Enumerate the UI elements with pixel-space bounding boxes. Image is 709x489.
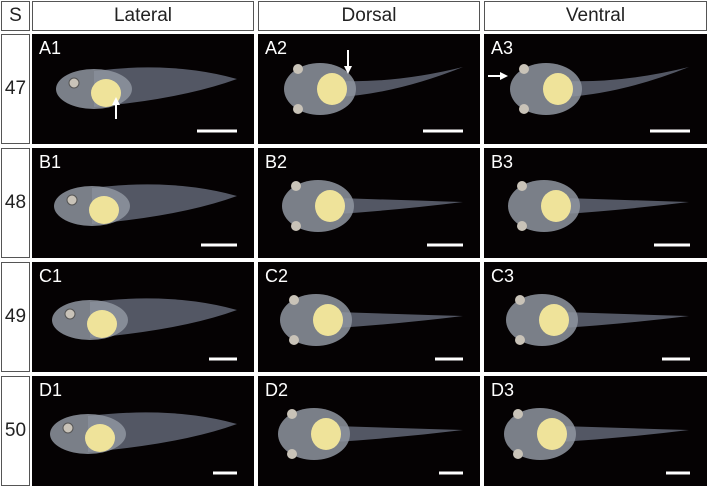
yolk [317, 73, 347, 105]
tadpole-image [488, 63, 690, 133]
tadpole-image [50, 412, 237, 475]
stage-label: 50 [1, 376, 30, 486]
corner-header: S [1, 1, 30, 31]
yolk [91, 79, 121, 107]
eye [68, 77, 80, 89]
eye [293, 104, 303, 114]
eye [62, 422, 74, 434]
tadpole-image [54, 184, 237, 247]
panel-label: A1 [39, 38, 62, 58]
tail [338, 198, 463, 214]
image-panel: B1 [32, 148, 254, 258]
panel-label: D2 [265, 380, 289, 400]
yolk [315, 190, 345, 222]
panel-label: B2 [265, 152, 288, 172]
stage-label: 48 [1, 148, 30, 258]
tail [92, 184, 237, 224]
arrow-head [344, 66, 352, 74]
eye [287, 449, 297, 459]
arrow-head [112, 97, 120, 105]
eye [517, 221, 527, 231]
image-panel: B2 [258, 148, 480, 258]
eye [287, 409, 297, 419]
tail [564, 198, 689, 214]
yolk [541, 190, 571, 222]
panel-label: D3 [491, 380, 515, 400]
tail [94, 67, 237, 107]
tadpole-image [504, 408, 690, 475]
image-panel: C1 [32, 262, 254, 372]
column-header: Ventral [484, 1, 707, 31]
image-panel: C2 [258, 262, 480, 372]
eye [519, 64, 529, 74]
panel-label: D1 [39, 380, 63, 400]
yolk [313, 304, 343, 336]
yolk [89, 196, 119, 224]
tail [560, 426, 689, 442]
image-panel: D1 [32, 376, 254, 486]
image-panel: A2 [258, 34, 480, 144]
yolk [543, 73, 573, 105]
tadpole-image [284, 50, 463, 133]
eye [66, 194, 78, 206]
stage-label: 49 [1, 262, 30, 372]
yolk [85, 424, 115, 452]
panel-label: B3 [491, 152, 514, 172]
stage-label: 47 [1, 34, 30, 144]
yolk [87, 310, 117, 338]
yolk [539, 304, 569, 336]
image-panel: A1 [32, 34, 254, 144]
image-panel: D2 [258, 376, 480, 486]
tail [340, 67, 463, 97]
eye [515, 335, 525, 345]
panel-label: B1 [39, 152, 62, 172]
tail [566, 67, 689, 97]
tadpole-image [280, 294, 463, 361]
tadpole-image [56, 67, 237, 133]
eye [293, 64, 303, 74]
tadpole-image [506, 294, 690, 361]
eye [517, 181, 527, 191]
eye [515, 295, 525, 305]
panel-label: C1 [39, 266, 63, 286]
yolk [311, 418, 341, 450]
eye [289, 295, 299, 305]
eye [519, 104, 529, 114]
tail [336, 312, 463, 328]
panel-label: C3 [491, 266, 515, 286]
tail [562, 312, 689, 328]
tail [334, 426, 463, 442]
arrow-head [500, 72, 508, 80]
panel-label: A2 [265, 38, 288, 58]
eye [513, 409, 523, 419]
tail [90, 298, 237, 338]
tadpole-image [52, 298, 237, 361]
tadpole-image [508, 180, 690, 247]
image-panel: A3 [484, 34, 707, 144]
image-panel: D3 [484, 376, 707, 486]
panel-label: A3 [491, 38, 514, 58]
yolk [537, 418, 567, 450]
tadpole-image [282, 180, 463, 247]
eye [291, 181, 301, 191]
image-panel: C3 [484, 262, 707, 372]
eye [513, 449, 523, 459]
eye [64, 308, 76, 320]
image-panel: B3 [484, 148, 707, 258]
tail [88, 412, 237, 452]
eye [289, 335, 299, 345]
eye [291, 221, 301, 231]
tadpole-image [278, 408, 463, 475]
panel-label: C2 [265, 266, 289, 286]
column-header: Lateral [32, 1, 254, 31]
column-header: Dorsal [258, 1, 480, 31]
